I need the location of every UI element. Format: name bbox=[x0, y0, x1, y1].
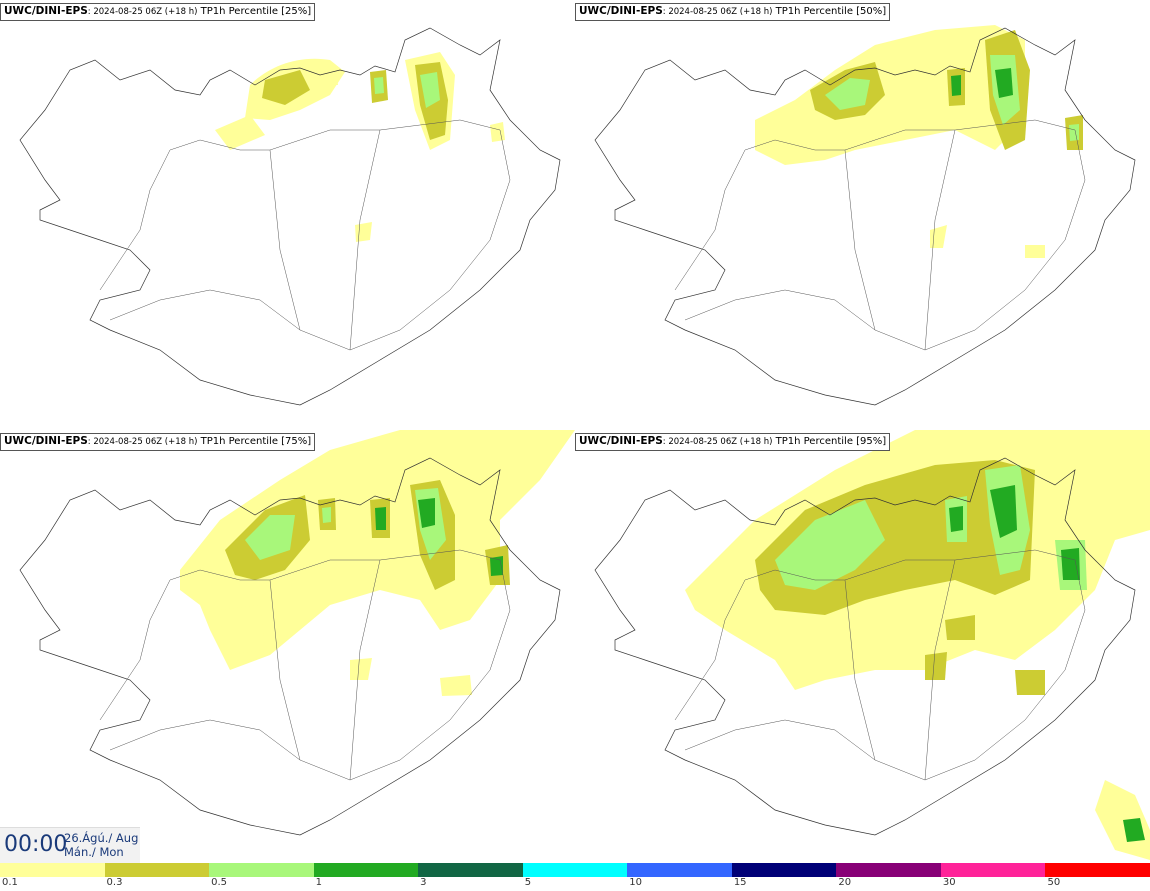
legend-swatch bbox=[418, 863, 523, 877]
roads bbox=[674, 119, 1086, 351]
iceland-map bbox=[19, 27, 561, 406]
legend-swatch bbox=[1045, 863, 1150, 877]
legend-tick-label: 3 bbox=[420, 877, 427, 888]
legend-swatch bbox=[836, 863, 941, 877]
iceland-map bbox=[594, 25, 1136, 406]
legend-tick-label: 20 bbox=[838, 877, 852, 888]
precip-field bbox=[755, 25, 1083, 258]
coastline bbox=[19, 27, 561, 406]
legend-swatch bbox=[104, 863, 210, 877]
legend-ticks: 0.1 0.3 0.5 1 3 5 10 15 20 30 50 bbox=[0, 877, 1150, 891]
map-panel-p95: UWC/DINI-EPS: 2024-08-25 06Z (+18 h) TP1… bbox=[575, 430, 1150, 860]
coastline bbox=[594, 457, 1136, 836]
legend-swatch bbox=[209, 863, 314, 877]
precip-field bbox=[685, 430, 1150, 860]
legend-tick-label: 15 bbox=[733, 877, 747, 888]
legend-tick-label: 50 bbox=[1047, 877, 1061, 888]
valid-time-box: 00:00 26.Ágú./ Aug Mán./ Mon bbox=[0, 827, 140, 863]
legend-tick-label: 0.3 bbox=[106, 877, 123, 888]
roads bbox=[99, 549, 511, 781]
legend-tick-label: 10 bbox=[629, 877, 642, 888]
legend-swatch bbox=[940, 863, 1046, 877]
panel-title: UWC/DINI-EPS: 2024-08-25 06Z (+18 h) TP1… bbox=[575, 433, 891, 451]
valid-time: 00:00 bbox=[4, 832, 68, 857]
coastline bbox=[19, 457, 561, 836]
iceland-map bbox=[594, 430, 1150, 860]
legend-swatch bbox=[627, 863, 732, 877]
map-panel-p25: UWC/DINI-EPS: 2024-08-25 06Z (+18 h) TP1… bbox=[0, 0, 575, 430]
color-legend bbox=[0, 863, 1150, 877]
legend-swatch bbox=[313, 863, 419, 877]
legend-tick-label: 5 bbox=[524, 877, 532, 888]
legend-swatch bbox=[0, 863, 105, 877]
legend-swatch bbox=[731, 863, 837, 877]
valid-date: 26.Ágú./ Aug bbox=[64, 831, 139, 845]
legend-swatch bbox=[522, 863, 628, 877]
map-panel-p50: UWC/DINI-EPS: 2024-08-25 06Z (+18 h) TP1… bbox=[575, 0, 1150, 430]
legend-tick-label: 0.5 bbox=[211, 877, 227, 888]
precip-field bbox=[180, 430, 575, 696]
panel-title: UWC/DINI-EPS: 2024-08-25 06Z (+18 h) TP1… bbox=[575, 3, 891, 21]
map-panel-p75: UWC/DINI-EPS: 2024-08-25 06Z (+18 h) TP1… bbox=[0, 430, 575, 860]
legend-tick-label: 30 bbox=[942, 877, 956, 888]
roads bbox=[674, 549, 1086, 781]
roads bbox=[99, 119, 511, 351]
legend-tick-label: 1 bbox=[315, 877, 322, 888]
iceland-map bbox=[19, 430, 575, 836]
precip-field bbox=[215, 52, 505, 242]
panel-title: UWC/DINI-EPS: 2024-08-25 06Z (+18 h) TP1… bbox=[0, 3, 316, 21]
valid-weekday: Mán./ Mon bbox=[64, 845, 124, 859]
legend-tick-label: 0.1 bbox=[2, 877, 18, 888]
coastline bbox=[594, 27, 1136, 406]
panel-title: UWC/DINI-EPS: 2024-08-25 06Z (+18 h) TP1… bbox=[0, 433, 316, 451]
